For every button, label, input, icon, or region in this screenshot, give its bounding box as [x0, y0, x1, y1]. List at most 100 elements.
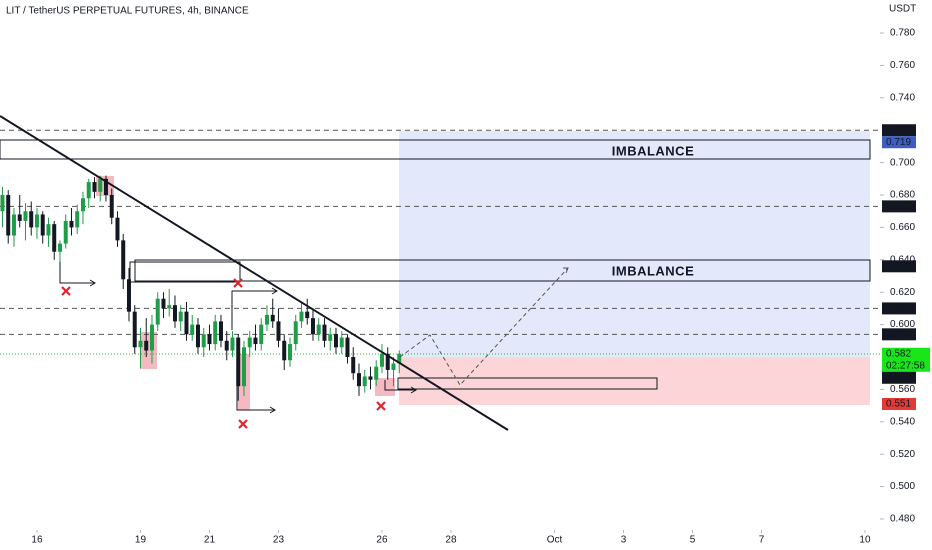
- arrow: [236, 380, 275, 411]
- x-tick-label: 7: [759, 535, 765, 546]
- candle-body: [115, 217, 120, 241]
- arrow-head: [269, 406, 276, 414]
- candle-body: [86, 182, 91, 199]
- candle-body: [201, 334, 206, 348]
- candle-body: [345, 337, 350, 358]
- price-label-box: [882, 397, 916, 410]
- annotation: IMBALANCE: [612, 263, 695, 278]
- y-tick-label: 0.740: [890, 92, 915, 103]
- y-tick-label: 0.680: [890, 190, 915, 201]
- chart-title: LIT / TetherUS PERPETUAL FUTURES, 4h, BI…: [6, 6, 249, 17]
- candle-body: [46, 224, 51, 236]
- candle-body: [144, 340, 149, 351]
- x-tick-label: 3: [621, 535, 627, 546]
- x-tick-label: 21: [204, 535, 216, 546]
- y-tick-label: 0.760: [890, 60, 915, 71]
- candle-body: [80, 198, 85, 212]
- annotation: IMBALANCE: [612, 143, 695, 158]
- price-label-box: [882, 328, 916, 341]
- candle-body: [287, 344, 292, 361]
- x-tick-label: 5: [690, 535, 696, 546]
- candle-body: [103, 178, 108, 196]
- x-tick-label: 23: [273, 535, 285, 546]
- candle-body: [305, 311, 310, 319]
- y-tick-label: 0.480: [890, 514, 915, 525]
- candle-body: [17, 214, 22, 221]
- candle-body: [121, 240, 126, 280]
- candle-body: [276, 321, 281, 341]
- candle-body: [356, 373, 361, 387]
- candle-body: [190, 324, 195, 335]
- imbalance-box: [0, 139, 871, 160]
- candle-body: [322, 324, 327, 341]
- x-marker: [233, 278, 243, 288]
- arrow-head: [410, 386, 417, 394]
- x-tick-label: 16: [31, 535, 43, 546]
- order-block-box: [397, 377, 658, 390]
- candle-body: [149, 324, 154, 351]
- candle-body: [0, 195, 5, 212]
- candle-body: [397, 353, 402, 364]
- price-label-box: [882, 302, 916, 315]
- price-label-box: [882, 136, 916, 149]
- candle-body: [69, 220, 74, 228]
- projection-path: [399, 267, 569, 386]
- x-marker: [376, 401, 386, 411]
- y-tick-label: 0.600: [890, 319, 915, 330]
- long-zone: [399, 131, 870, 357]
- trend-line: [0, 115, 509, 431]
- candle-body: [138, 340, 143, 348]
- candle-body: [126, 279, 131, 312]
- price-label-box: [882, 124, 916, 137]
- candles: [0, 175, 402, 401]
- candle-body: [316, 324, 321, 335]
- candle-body: [172, 305, 177, 322]
- candle-body: [132, 311, 137, 348]
- candle-body: [167, 305, 172, 309]
- candle-body: [293, 321, 298, 345]
- y-tick-label: 0.640: [890, 254, 915, 265]
- currency-label: USDT: [889, 4, 916, 15]
- candle-body: [351, 357, 356, 374]
- candle-body: [362, 376, 367, 387]
- candle-body: [264, 314, 269, 325]
- price-label: 0.551: [886, 399, 911, 410]
- price-label: 0.582: [886, 348, 911, 359]
- candle-body: [109, 195, 114, 218]
- candle-body: [230, 337, 235, 351]
- candle-body: [310, 318, 315, 335]
- price-label: 0.719: [886, 137, 911, 148]
- candle-body: [34, 214, 39, 228]
- candle-body: [299, 311, 304, 322]
- price-label: 0.610: [886, 303, 911, 314]
- candle-body: [236, 337, 241, 387]
- candle-body: [184, 311, 189, 335]
- arrow: [231, 290, 277, 330]
- candle-body: [75, 211, 80, 228]
- x-tick-label: 10: [859, 535, 871, 546]
- y-tick-label: 0.780: [890, 28, 915, 39]
- candle-body: [213, 321, 218, 345]
- x-marker: [238, 419, 248, 429]
- price-label: 0.636: [886, 261, 911, 272]
- candle-body: [178, 311, 183, 322]
- candle-body: [333, 334, 338, 348]
- candle-body: [385, 353, 390, 370]
- candle-body: [23, 211, 28, 221]
- y-tick-label: 0.620: [890, 287, 915, 298]
- candle-body: [339, 337, 344, 348]
- candle-body: [391, 363, 396, 370]
- candle-body: [40, 214, 45, 236]
- candle-body: [241, 347, 246, 387]
- candle-body: [92, 182, 97, 192]
- x-tick-label: 26: [376, 535, 388, 546]
- candle-body: [270, 314, 275, 322]
- candle-body: [11, 214, 16, 236]
- arrow-head: [271, 287, 278, 295]
- candle-body: [207, 334, 212, 345]
- candle-body: [224, 340, 229, 351]
- candle-body: [368, 376, 373, 380]
- countdown: 02:27:58: [886, 360, 925, 371]
